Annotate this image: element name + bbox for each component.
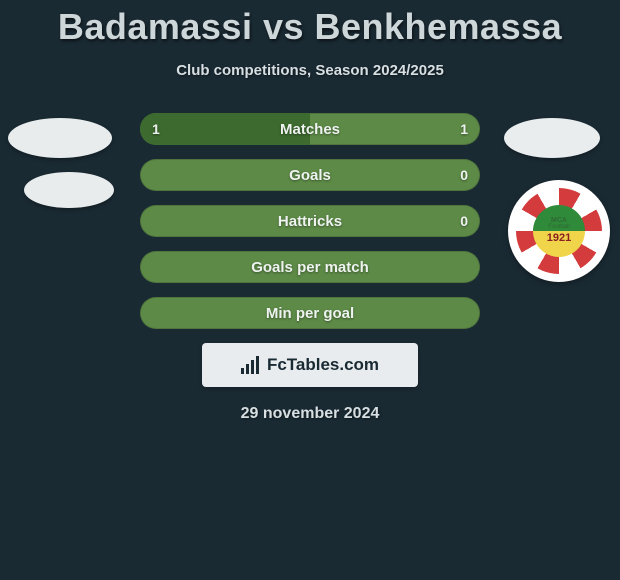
watermark[interactable]: FcTables.com <box>202 343 418 387</box>
stat-row: Goals 0 <box>140 159 480 191</box>
stat-label: Hattricks <box>278 213 342 230</box>
player-right-avatar <box>504 118 600 158</box>
stat-row: Min per goal <box>140 297 480 329</box>
chart-icon <box>241 356 261 374</box>
stat-left-value: 1 <box>140 113 172 145</box>
badge-mid-text: Football <box>548 224 569 231</box>
stat-right-value: 0 <box>448 159 480 191</box>
watermark-text: FcTables.com <box>267 355 379 375</box>
stat-label: Goals per match <box>251 259 369 276</box>
stat-right-value <box>456 251 480 283</box>
stat-left-value <box>140 159 164 191</box>
player-left-avatar <box>8 118 112 158</box>
stat-row: 1 Matches 1 <box>140 113 480 145</box>
page-title: Badamassi vs Benkhemassa <box>0 0 620 48</box>
club-left-avatar <box>24 172 114 208</box>
stat-row: Hattricks 0 <box>140 205 480 237</box>
stat-right-value <box>456 297 480 329</box>
stat-row: Goals per match <box>140 251 480 283</box>
season-subtitle: Club competitions, Season 2024/2025 <box>0 62 620 79</box>
stat-label: Goals <box>289 167 331 184</box>
stat-label: Min per goal <box>266 305 354 322</box>
stat-label: Matches <box>280 121 340 138</box>
stat-left-value <box>140 297 164 329</box>
badge-year: 1921 <box>547 232 571 245</box>
stat-left-value <box>140 205 164 237</box>
stat-left-value <box>140 251 164 283</box>
stats-container: 1 Matches 1 Goals 0 Hattricks 0 Goals pe… <box>140 113 480 329</box>
stat-right-value: 1 <box>448 113 480 145</box>
stat-right-value: 0 <box>448 205 480 237</box>
club-right-badge: MCA Football 1921 <box>508 180 610 282</box>
badge-top-text: MCA <box>551 217 567 224</box>
date-text: 29 november 2024 <box>0 405 620 423</box>
